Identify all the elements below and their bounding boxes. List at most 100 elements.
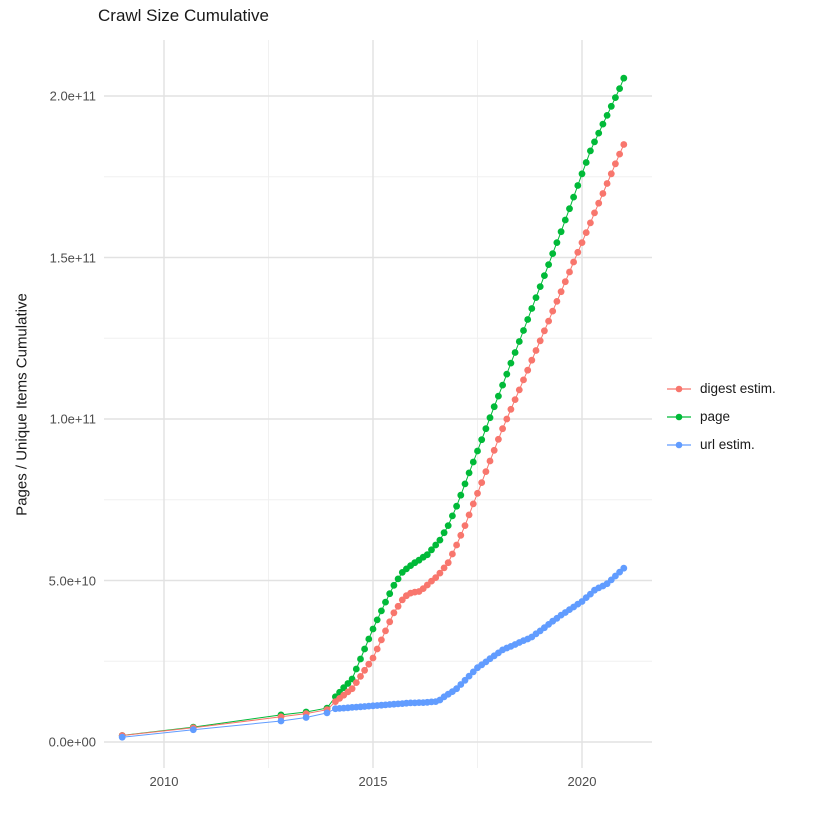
legend-item-digest-estim: digest estim. — [666, 380, 776, 397]
data-point — [599, 120, 607, 128]
data-point — [423, 551, 431, 559]
y-tick-label: 1.5e+11 — [49, 250, 96, 265]
data-point — [378, 607, 385, 615]
data-point — [340, 684, 348, 692]
data-point — [612, 160, 619, 168]
data-point — [365, 635, 373, 643]
data-point — [495, 435, 502, 443]
data-point — [620, 564, 628, 572]
x-tick-label: 2015 — [358, 774, 388, 789]
data-point — [382, 598, 389, 606]
data-point — [574, 248, 582, 256]
data-point — [536, 283, 544, 290]
data-point — [570, 193, 577, 201]
data-point — [432, 541, 440, 549]
data-point — [591, 209, 598, 217]
data-point — [620, 74, 628, 82]
data-point — [603, 112, 611, 119]
data-point — [528, 305, 536, 312]
data-point — [536, 337, 544, 345]
data-point — [469, 668, 477, 676]
data-point — [369, 654, 377, 662]
legend-key-icon — [667, 413, 691, 420]
data-point — [612, 94, 619, 101]
data-point — [469, 500, 477, 508]
legend-item-page: page — [666, 408, 776, 425]
data-point — [566, 268, 573, 276]
data-point — [465, 469, 473, 477]
data-point — [461, 480, 469, 488]
data-point — [361, 666, 368, 674]
data-point — [440, 529, 448, 537]
data-point — [578, 170, 586, 178]
legend: digest estim. page url estim. — [666, 380, 776, 453]
data-point — [553, 239, 561, 247]
data-point — [344, 680, 352, 687]
data-point — [453, 502, 460, 510]
data-point — [357, 655, 364, 663]
data-point — [486, 457, 494, 465]
data-point — [553, 298, 561, 305]
data-point — [361, 645, 368, 653]
data-point — [365, 660, 373, 668]
data-point — [524, 316, 532, 323]
legend-item-url-estim: url estim. — [666, 436, 776, 453]
data-point — [457, 491, 465, 499]
data-point — [449, 512, 456, 520]
data-point — [373, 645, 381, 653]
data-point — [511, 396, 519, 403]
data-point — [490, 446, 498, 454]
data-point — [348, 685, 356, 693]
data-point — [587, 219, 594, 227]
series-digest-estim — [118, 141, 628, 739]
data-point — [465, 511, 473, 519]
data-point — [398, 596, 406, 604]
data-point — [453, 685, 460, 693]
data-point — [373, 616, 381, 624]
data-point — [524, 366, 532, 374]
data-point — [616, 150, 623, 158]
data-point — [557, 228, 565, 236]
data-point — [386, 590, 394, 598]
data-point — [545, 317, 552, 325]
data-point — [574, 182, 582, 189]
data-point — [482, 468, 490, 475]
data-point — [545, 261, 552, 268]
data-point — [382, 627, 389, 635]
data-point — [582, 159, 590, 166]
data-point — [457, 531, 465, 539]
data-point — [474, 447, 481, 455]
data-point — [503, 415, 511, 423]
data-point — [469, 458, 477, 466]
data-point — [591, 138, 598, 146]
data-point — [578, 239, 586, 247]
data-point — [557, 288, 565, 296]
data-point — [369, 625, 377, 633]
data-point — [118, 733, 126, 741]
y-tick-label: 2.0e+11 — [49, 88, 96, 104]
legend-key-icon — [667, 385, 691, 392]
data-point — [432, 574, 440, 581]
data-point — [503, 370, 511, 378]
x-tick-label: 2010 — [149, 774, 179, 789]
data-point — [478, 479, 486, 486]
data-point — [444, 559, 452, 567]
data-point — [607, 170, 615, 178]
data-point — [495, 392, 502, 400]
data-point — [549, 307, 557, 315]
data-point — [302, 714, 310, 721]
data-point — [541, 327, 548, 335]
data-point — [436, 536, 444, 544]
data-point — [532, 294, 540, 301]
data-point — [474, 489, 481, 497]
data-point — [461, 676, 469, 684]
data-point — [390, 581, 398, 589]
legend-label: url estim. — [700, 437, 755, 452]
data-point — [352, 665, 360, 673]
data-point — [566, 205, 573, 213]
data-point — [607, 102, 615, 110]
data-point — [507, 359, 515, 367]
y-tick-label: 0.0e+00 — [48, 734, 96, 750]
data-point — [189, 726, 197, 734]
